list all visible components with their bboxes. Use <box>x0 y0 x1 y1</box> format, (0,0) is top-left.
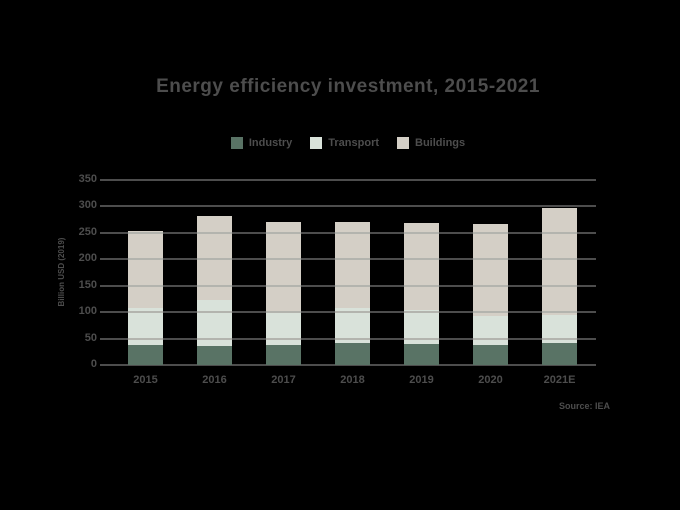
gridline-over-bar <box>404 311 439 314</box>
bar-segment-industry <box>473 345 508 365</box>
stacked-bar-2020 <box>473 224 508 365</box>
gridline-over-bar <box>542 337 577 340</box>
x-axis-tick-label: 2020 <box>478 374 503 386</box>
stacked-bar-2018 <box>335 221 370 365</box>
gridline <box>100 364 596 366</box>
x-axis-tick-label: 2021E <box>543 374 576 386</box>
stacked-bar-2021E <box>542 208 577 365</box>
bar-segment-industry <box>404 344 439 365</box>
gridline-over-bar <box>335 284 370 287</box>
legend-item-transport: Transport <box>310 137 379 149</box>
gridline-over-bar <box>542 284 577 287</box>
gridline-over-bar <box>128 284 163 287</box>
gridline-over-bar <box>404 284 439 287</box>
gridline <box>100 179 596 181</box>
gridline-over-bar <box>542 258 577 261</box>
y-axis-tick-label: 0 <box>90 358 97 370</box>
bar-segment-transport <box>128 308 163 346</box>
legend-swatch-icon <box>397 137 410 149</box>
gridline-over-bar <box>197 231 232 234</box>
gridline-over-bar <box>473 258 508 261</box>
bar-segment-transport <box>335 307 370 344</box>
y-axis-tick-label: 250 <box>78 225 97 238</box>
y-axis-tick-label: 50 <box>84 331 97 344</box>
gridline-over-bar <box>266 311 301 314</box>
legend-label: Buildings <box>415 137 466 149</box>
bar-segment-industry <box>197 346 232 365</box>
gridline-over-bar <box>128 258 163 261</box>
y-axis-tick-label: 100 <box>78 305 97 318</box>
y-axis-tick-label: 150 <box>78 278 97 291</box>
gridline-over-bar <box>266 337 301 340</box>
bar-segment-industry <box>542 343 577 365</box>
legend-swatch-icon <box>310 137 323 149</box>
stacked-bar-2016 <box>197 215 232 365</box>
gridline-over-bar <box>197 284 232 287</box>
gridline-over-bar <box>266 258 301 261</box>
bar-segment-buildings <box>266 222 301 311</box>
y-axis-tick-label: 300 <box>78 199 97 212</box>
bar-segment-transport <box>266 310 301 345</box>
gridline-over-bar <box>266 284 301 287</box>
gridline-over-bar <box>197 337 232 340</box>
gridline-over-bar <box>266 231 301 234</box>
bar-segment-buildings <box>335 221 370 308</box>
gridline-over-bar <box>128 337 163 340</box>
gridline-over-bar <box>473 284 508 287</box>
gridline-over-bar <box>128 231 163 234</box>
gridline-over-bar <box>473 311 508 314</box>
gridline-over-bar <box>335 311 370 314</box>
gridline-over-bar <box>335 337 370 340</box>
gridline-over-bar <box>473 231 508 234</box>
gridline-over-bar <box>197 311 232 314</box>
legend: Industry Transport Buildings <box>100 137 596 149</box>
bar-segment-buildings <box>404 223 439 311</box>
legend-label: Industry <box>248 137 293 149</box>
gridline-over-bar <box>128 311 163 314</box>
gridline-over-bar <box>473 337 508 340</box>
x-axis-tick-label: 2015 <box>133 374 158 386</box>
chart-title: Energy efficiency investment, 2015-2021 <box>156 76 540 97</box>
gridline <box>100 205 596 208</box>
stacked-bar-2019 <box>404 223 439 365</box>
gridline-over-bar <box>542 231 577 234</box>
stacked-bar-2015 <box>128 231 163 365</box>
x-axis-tick-label: 2019 <box>409 374 434 386</box>
bar-segment-transport <box>473 316 508 346</box>
x-axis-tick-label: 2018 <box>340 374 365 386</box>
bar-segment-industry <box>335 343 370 365</box>
plot-area <box>100 179 596 366</box>
gridline-over-bar <box>404 258 439 261</box>
bar-segment-industry <box>266 344 301 365</box>
x-axis-tick-label: 2017 <box>271 374 296 386</box>
gridline-over-bar <box>404 337 439 340</box>
legend-swatch-icon <box>230 137 243 149</box>
source-note: Source: IEA <box>558 401 610 411</box>
bar-segment-industry <box>128 345 163 365</box>
gridline-over-bar <box>335 258 370 261</box>
legend-item-industry: Industry <box>230 137 293 149</box>
bar-segment-buildings <box>542 208 577 315</box>
gridline-over-bar <box>335 231 370 234</box>
y-axis-tick-label: 200 <box>78 252 97 265</box>
stacked-bar-2017 <box>266 222 301 365</box>
gridline-over-bar <box>197 258 232 261</box>
bar-segment-buildings <box>128 231 163 309</box>
legend-label: Transport <box>328 137 380 149</box>
gridline-over-bar <box>404 231 439 234</box>
bar-segment-buildings <box>473 224 508 317</box>
x-axis-tick-label: 2016 <box>202 374 227 386</box>
y-axis-tick-label: 350 <box>78 173 97 185</box>
gridline-over-bar <box>542 311 577 314</box>
legend-item-buildings: Buildings <box>397 137 465 149</box>
